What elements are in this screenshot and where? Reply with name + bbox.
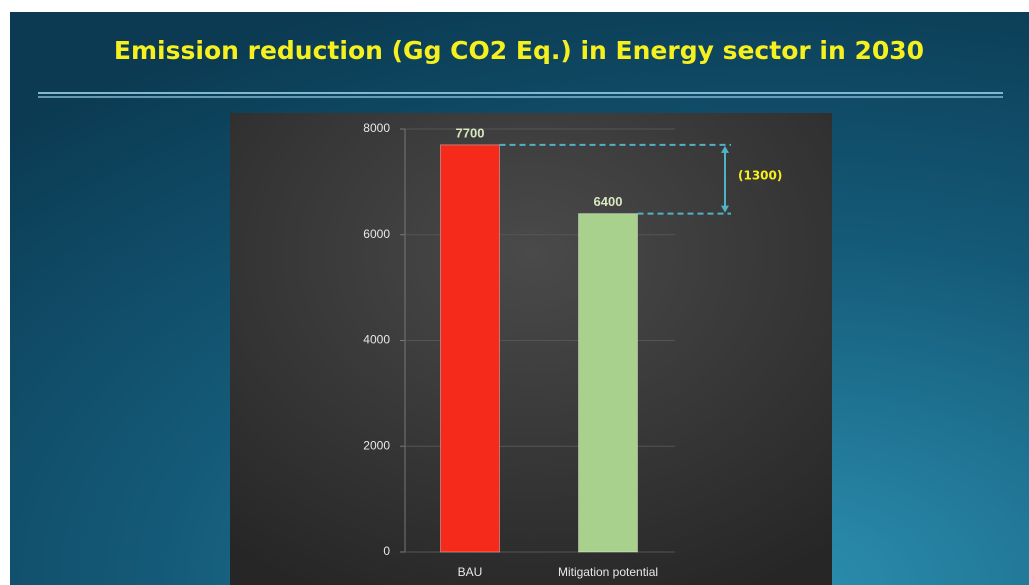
x-tick-label: Mitigation potential <box>558 565 658 579</box>
bar <box>578 213 638 553</box>
y-tick-label: 2000 <box>363 438 390 452</box>
x-tick-label: BAU <box>458 565 483 579</box>
y-tick-label: 0 <box>383 544 390 558</box>
y-tick-label: 8000 <box>363 121 390 135</box>
slide-title: Emission reduction (Gg CO2 Eq.) in Energ… <box>114 36 924 65</box>
chart-panel <box>230 113 832 585</box>
arrow-head <box>721 145 729 153</box>
arrow-head <box>721 205 729 213</box>
annotation: (1300) <box>738 169 782 183</box>
data-label: 6400 <box>594 194 623 209</box>
y-tick-label: 6000 <box>363 227 390 241</box>
y-tick-label: 4000 <box>363 333 390 347</box>
data-label: 7700 <box>456 125 485 140</box>
bar <box>440 144 500 553</box>
plot: 0 2000 4000 6000 8000 BAU 7700 Mitigation poten… <box>363 121 782 579</box>
